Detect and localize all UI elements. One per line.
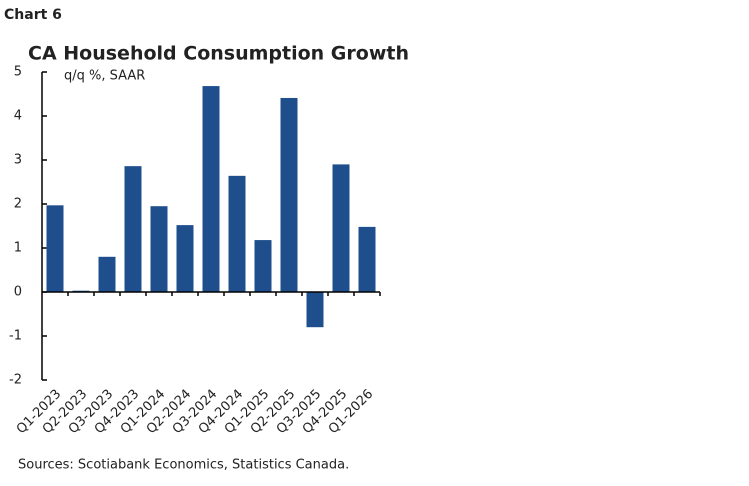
chart-subtitle: q/q %, SAAR bbox=[64, 69, 145, 84]
source-note: Sources: Scotiabank Economics, Statistic… bbox=[18, 458, 349, 473]
bar bbox=[228, 175, 246, 292]
bar bbox=[176, 225, 194, 292]
y-tick-label: -1 bbox=[9, 329, 22, 344]
bar bbox=[46, 205, 64, 292]
y-tick-label: 2 bbox=[14, 197, 22, 212]
chart-title: CA Household Consumption Growth bbox=[28, 43, 409, 65]
bar bbox=[124, 166, 142, 292]
y-tick-label: 1 bbox=[14, 241, 22, 256]
bar bbox=[254, 240, 272, 292]
y-tick-label: 5 bbox=[14, 65, 22, 80]
bar bbox=[98, 256, 116, 292]
bar bbox=[150, 206, 168, 292]
y-tick-label: 0 bbox=[14, 285, 22, 300]
bar bbox=[306, 292, 324, 328]
bar bbox=[332, 164, 350, 292]
y-tick-label: -2 bbox=[9, 373, 22, 388]
y-tick-label: 4 bbox=[14, 109, 22, 124]
bar bbox=[202, 86, 220, 292]
chart-label: Chart 6 bbox=[4, 7, 62, 23]
bar bbox=[280, 97, 298, 293]
y-tick-label: 3 bbox=[14, 153, 22, 168]
bar bbox=[358, 226, 376, 292]
